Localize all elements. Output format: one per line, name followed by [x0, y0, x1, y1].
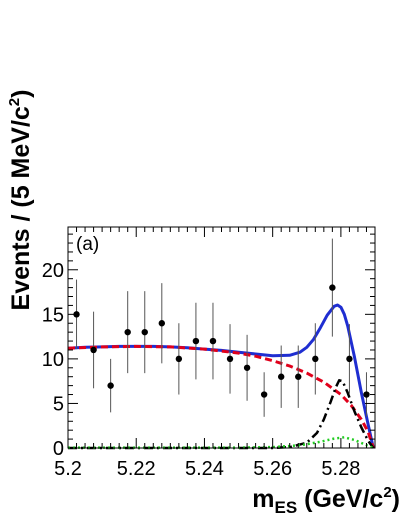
x-axis-label: mES (GeV/c2) [252, 484, 400, 517]
total-fit-curve [67, 303, 375, 449]
peaking-background-curve [68, 436, 374, 450]
data-point [175, 355, 183, 363]
data-point [295, 373, 302, 380]
data-point [346, 355, 353, 363]
data-point [243, 364, 251, 371]
background-curve [67, 344, 375, 449]
x-axis-label-superscript: 2 [383, 484, 391, 501]
data-point [260, 391, 268, 398]
data-point [141, 328, 148, 336]
x-axis-label-close: ) [392, 485, 400, 513]
data-point [277, 373, 285, 380]
data-point [226, 355, 234, 363]
data-point [363, 391, 370, 398]
plot-frame [67, 226, 376, 449]
axis-ticks: 5.2 5.22 5.24 5.26 5.28 0 5 10 15 20 [42, 227, 376, 480]
x-tick-label: 5.26 [253, 458, 292, 480]
data-point [192, 337, 200, 345]
y-tick-label: 0 [53, 438, 64, 460]
y-axis-label-close: ) [7, 90, 35, 98]
panel-label: (a) [76, 234, 99, 255]
y-tick-label: 5 [53, 393, 64, 415]
x-axis-label-spacer [297, 485, 304, 513]
data-point [124, 328, 131, 336]
y-tick-label: 15 [42, 304, 64, 326]
data-point [90, 346, 97, 354]
signal-component-curve [68, 379, 375, 450]
x-tick-label: 5.28 [321, 458, 360, 480]
y-tick-label: 20 [42, 260, 64, 282]
x-axis-label-subscript: ES [274, 498, 297, 517]
x-axis-label-unit: (GeV/c [304, 485, 383, 513]
x-tick-label: 5.22 [117, 458, 156, 480]
data-point [107, 382, 114, 389]
y-axis-label-superscript: 2 [6, 98, 23, 106]
y-tick-label: 10 [42, 349, 64, 371]
data-point [312, 355, 319, 363]
data-point [209, 337, 217, 345]
data-point [329, 284, 336, 291]
plot-content [67, 238, 375, 450]
x-tick-label: 5.2 [54, 458, 82, 480]
x-tick-label: 5.24 [185, 458, 224, 480]
y-axis-label: Events / (5 MeV/c2) [6, 90, 35, 311]
data-point [158, 320, 166, 327]
y-axis-label-main: Events / (5 MeV/c [7, 106, 35, 310]
x-axis-label-main: m [252, 485, 274, 513]
